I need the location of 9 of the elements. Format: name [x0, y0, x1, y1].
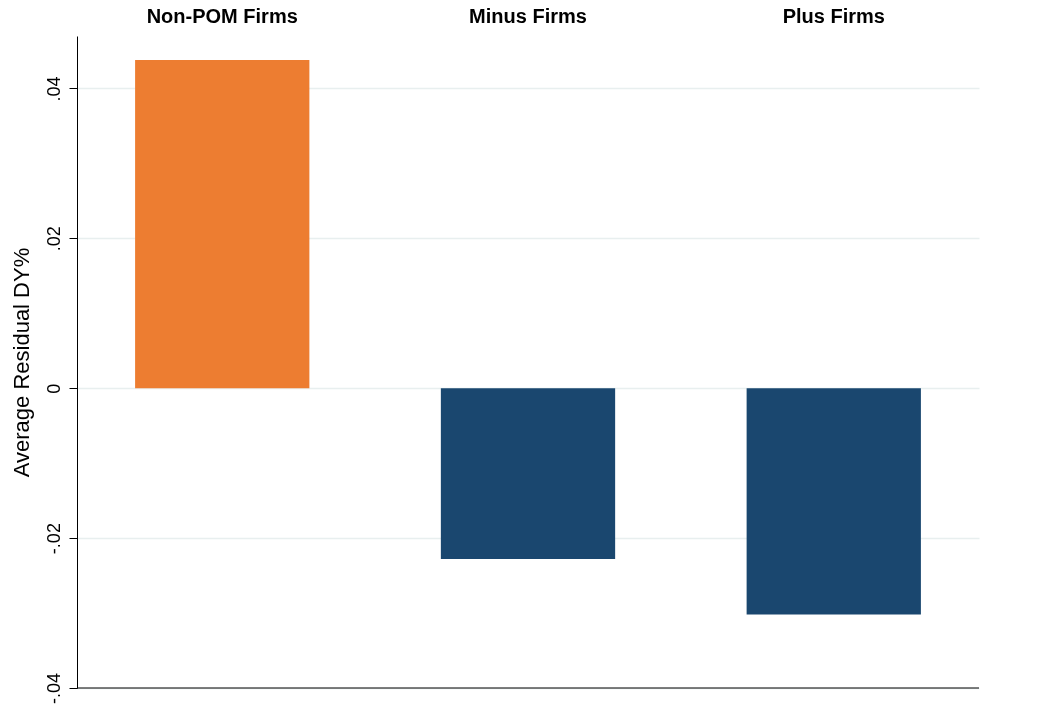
y-axis-title: Average Residual DY% [8, 247, 34, 478]
x-tick-label: Non-POM Firms [146, 4, 298, 27]
y-tick-label: -.04 [43, 672, 64, 705]
y-tick-label: 0 [43, 383, 64, 394]
y-tick-label: .02 [43, 226, 64, 252]
x-tick-label: Plus Firms [782, 4, 885, 27]
y-tick-label: -.02 [43, 523, 64, 555]
y-tick-label: .04 [43, 76, 64, 102]
x-tick-label: Minus Firms [469, 4, 587, 27]
